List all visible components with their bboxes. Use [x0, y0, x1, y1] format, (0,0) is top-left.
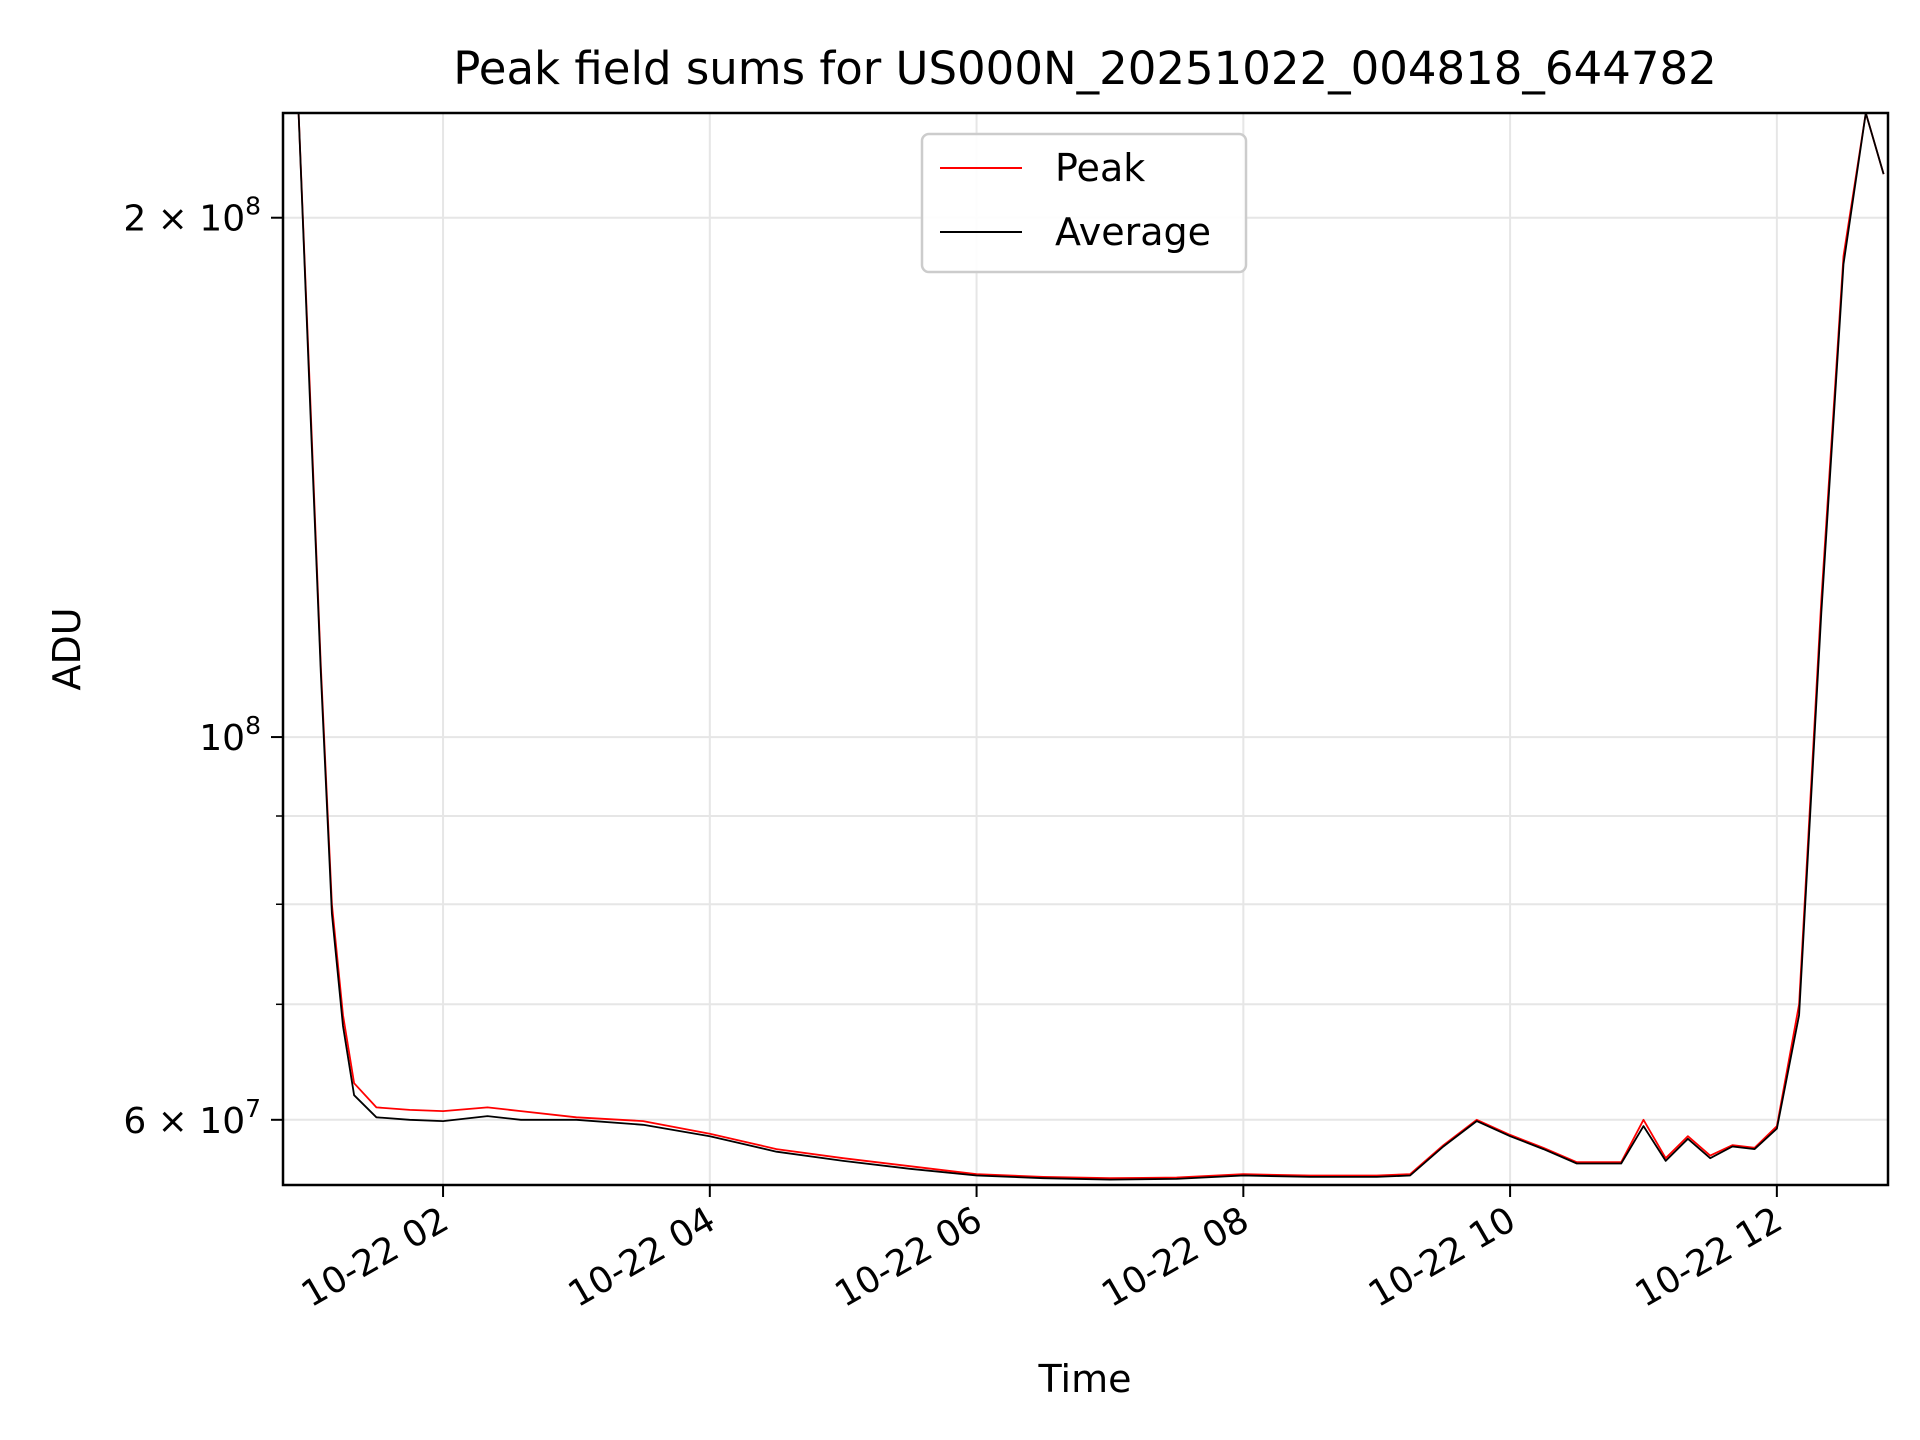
series-line-average: [297, 113, 1885, 1181]
y-axis-label: ADU: [45, 607, 89, 690]
series-line-peak: [297, 113, 1885, 1180]
y-tick-label: 2 × 108: [123, 192, 261, 240]
legend-label-average: Average: [1055, 210, 1211, 254]
x-axis-label: Time: [1038, 1357, 1132, 1401]
gridlines: [283, 113, 1888, 1185]
legend-label-peak: Peak: [1055, 146, 1145, 190]
chart-title: Peak field sums for US000N_20251022_0048…: [453, 42, 1716, 95]
axes-frame: [281, 111, 1890, 1187]
legend: Peak Average: [920, 132, 1248, 274]
y-tick-label: 6 × 107: [123, 1094, 261, 1142]
plot-area: [297, 113, 1885, 1181]
